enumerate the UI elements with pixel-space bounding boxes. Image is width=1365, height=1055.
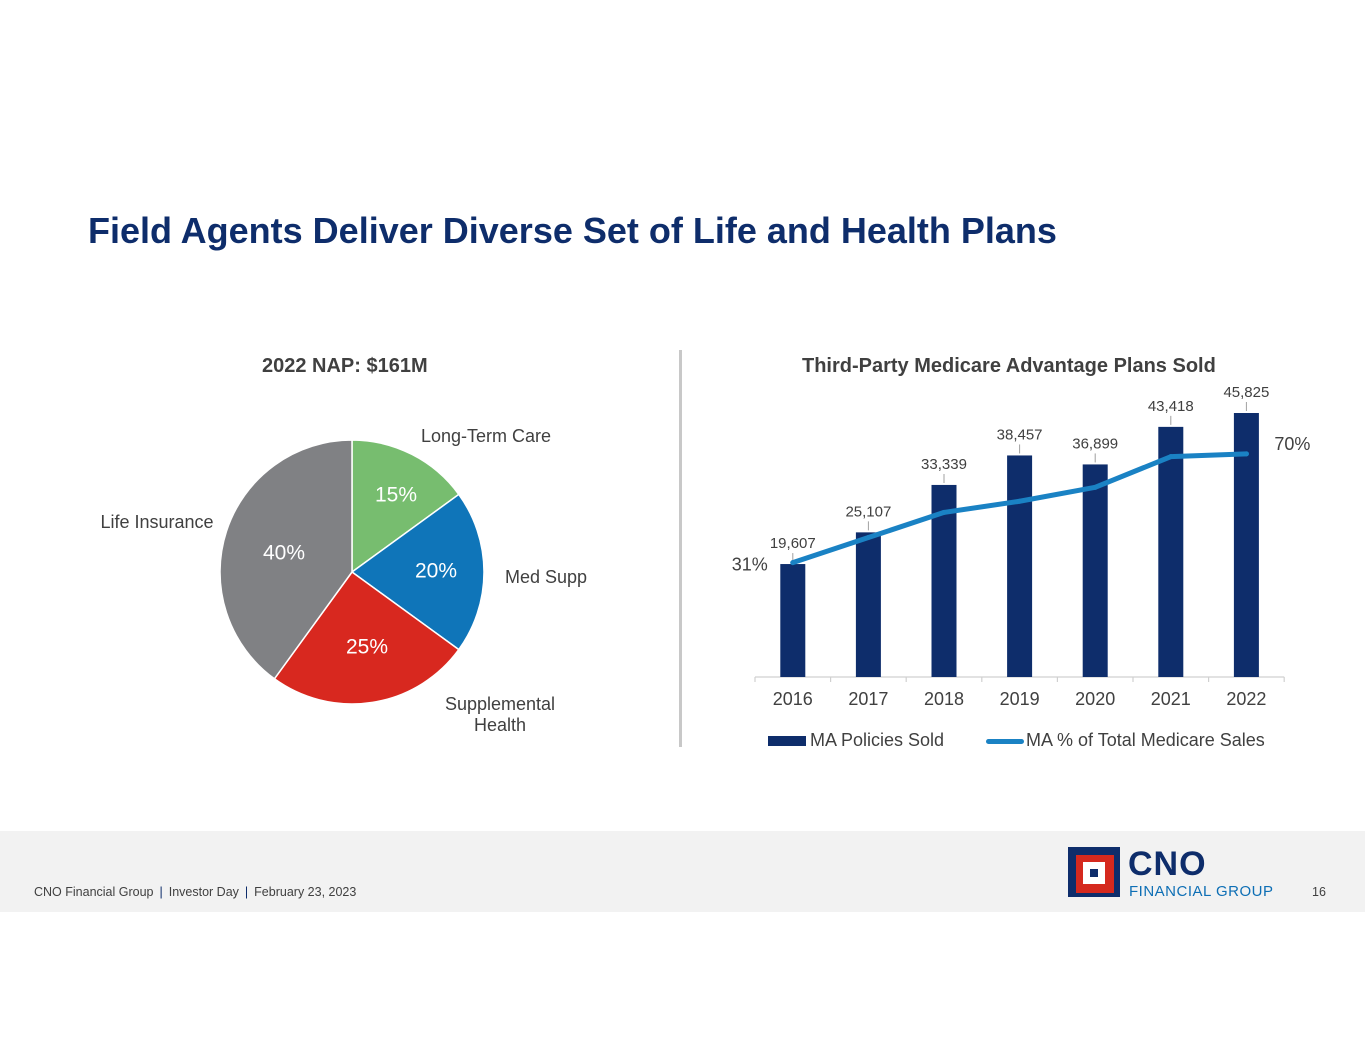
logo-subtitle: FINANCIAL GROUP <box>1129 883 1274 900</box>
legend-line-label: MA % of Total Medicare Sales <box>1026 730 1265 750</box>
line-start-label: 31% <box>732 555 768 575</box>
page-number: 16 <box>1312 885 1326 899</box>
x-tick-label: 2016 <box>773 689 813 709</box>
line-point <box>1168 454 1174 460</box>
pie-value-label: 20% <box>415 560 457 583</box>
pie-category-label: Health <box>474 715 526 735</box>
x-tick-label: 2020 <box>1075 689 1115 709</box>
pie-slice-life-insurance <box>219 439 353 680</box>
line-point <box>790 560 796 566</box>
pie-slice-supplemental-health <box>273 570 460 705</box>
footer: CNO Financial Group | Investor Day | Februar… <box>0 831 1365 912</box>
pie-category-label: Med Supp <box>505 567 587 587</box>
pie-slice-med-supp <box>350 493 485 651</box>
logo-name: CNO <box>1128 845 1207 883</box>
line-end-label: 70% <box>1274 434 1310 454</box>
line-point <box>1017 498 1023 504</box>
x-tick-label: 2021 <box>1151 689 1191 709</box>
bar-2021 <box>1158 426 1184 677</box>
pie-value-label: 15% <box>375 484 417 507</box>
bar-value-label: 45,825 <box>1223 384 1269 401</box>
bar-value-label: 25,107 <box>845 503 891 520</box>
bar-value-label: 38,457 <box>997 426 1043 443</box>
pie-category-label: Supplemental <box>445 694 555 714</box>
legend-line-swatch <box>986 738 1024 744</box>
legend-bar-swatch <box>768 736 806 747</box>
bar-chart: 19,607 2016 25,107 2017 33,339 2018 38,457 2019… <box>732 384 1311 709</box>
bar-2022 <box>1233 413 1259 677</box>
bar-value-label: 43,418 <box>1148 398 1194 415</box>
bar-2019 <box>1007 455 1033 677</box>
line-point <box>865 535 871 541</box>
x-tick-label: 2019 <box>1000 689 1040 709</box>
pie-category-label: Life Insurance <box>100 512 213 532</box>
pie-chart-title: 2022 NAP: $161M <box>262 355 428 377</box>
panel-divider <box>679 350 682 747</box>
line-point <box>1243 451 1249 457</box>
bar-2020 <box>1082 464 1108 677</box>
page-title: Field Agents Deliver Diverse Set of Life… <box>88 210 1057 251</box>
legend-bars: MA Policies Sold <box>768 730 944 751</box>
line-point <box>1092 484 1098 490</box>
footer-company: CNO Financial Group <box>34 885 154 899</box>
bar-value-label: 19,607 <box>770 535 816 552</box>
pie-category-label: Long-Term Care <box>421 426 551 446</box>
line-point <box>941 509 947 515</box>
footer-separator: | <box>244 885 249 899</box>
bar-2016 <box>780 564 806 677</box>
bar-2017 <box>855 532 881 677</box>
bar-value-label: 36,899 <box>1072 435 1118 452</box>
x-tick-label: 2022 <box>1226 689 1266 709</box>
x-tick-label: 2017 <box>848 689 888 709</box>
pie-value-label: 25% <box>346 636 388 659</box>
pie-slice-long-term-care <box>351 439 460 574</box>
footer-separator: | <box>159 885 163 899</box>
legend-bars-label: MA Policies Sold <box>810 730 945 750</box>
footer-date: February 23, 2023 <box>254 885 357 899</box>
logo-mark-icon <box>1068 847 1120 897</box>
pie-value-label: 40% <box>263 542 305 565</box>
legend-line: MA % of Total Medicare Sales <box>986 730 1265 751</box>
bar-chart-title: Third-Party Medicare Advantage Plans Sol… <box>802 355 1216 377</box>
x-tick-label: 2018 <box>924 689 964 709</box>
footer-caption: CNO Financial Group | Investor Day | Februar… <box>34 885 356 899</box>
pie-chart: 15% Long-Term Care 20% Med Supp 25% Supplemen… <box>100 426 587 735</box>
bar-value-label: 33,339 <box>921 456 967 473</box>
footer-event: Investor Day <box>168 885 239 899</box>
